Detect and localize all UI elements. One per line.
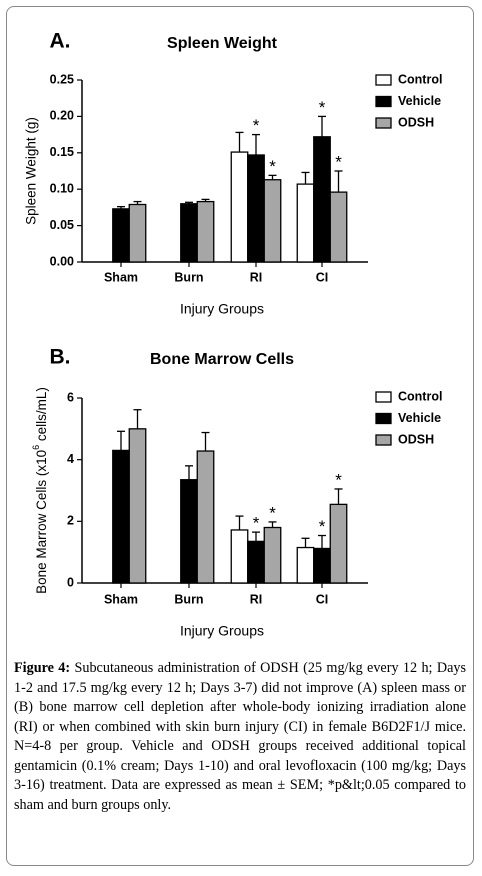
bar bbox=[230, 529, 249, 584]
legend-swatch bbox=[375, 434, 392, 446]
chart-title: Bone Marrow Cells bbox=[150, 351, 294, 368]
caption: Figure 4: Subcutaneous administration of… bbox=[14, 659, 466, 815]
bar bbox=[230, 151, 249, 263]
bar bbox=[112, 449, 130, 584]
y-axis-label-after: cells/mL) bbox=[34, 387, 49, 445]
bar bbox=[296, 183, 315, 263]
x-tick-label: Burn bbox=[174, 270, 203, 284]
bar bbox=[263, 179, 282, 263]
significance-marker: * bbox=[253, 514, 260, 533]
bar bbox=[247, 154, 265, 263]
legend-label: Vehicle bbox=[398, 411, 441, 425]
bar bbox=[313, 547, 331, 584]
significance-marker: * bbox=[269, 157, 276, 176]
legend-swatch bbox=[375, 391, 392, 403]
legend-label: Control bbox=[398, 72, 442, 86]
x-tick-label: Sham bbox=[104, 592, 138, 606]
figure: A. Spleen Weight Spleen Weight (g) Injury G… bbox=[24, 30, 443, 639]
legend-label: ODSH bbox=[398, 115, 434, 129]
x-axis-label: Injury Groups bbox=[180, 301, 264, 317]
bar bbox=[112, 208, 130, 263]
significance-marker: * bbox=[269, 503, 276, 522]
y-tick-label: 0.15 bbox=[50, 145, 74, 159]
significance-marker: * bbox=[335, 470, 342, 489]
x-tick-label: CI bbox=[316, 592, 329, 606]
y-tick-label: 0.20 bbox=[50, 109, 74, 123]
significance-marker: * bbox=[253, 116, 260, 135]
chart-title: Spleen Weight bbox=[167, 35, 278, 52]
significance-marker: * bbox=[335, 152, 342, 171]
legend-label: Control bbox=[398, 389, 442, 403]
x-tick-label: RI bbox=[250, 270, 263, 284]
y-axis-label: Spleen Weight (g) bbox=[24, 117, 39, 225]
y-tick-label: 2 bbox=[67, 514, 74, 528]
caption-text: Subcutaneous administration of ODSH (25 … bbox=[14, 660, 467, 813]
y-tick-label: 4 bbox=[67, 452, 74, 466]
x-tick-label: Burn bbox=[174, 592, 203, 606]
bar bbox=[263, 526, 282, 584]
bar bbox=[128, 428, 147, 584]
figure-frame bbox=[6, 6, 474, 866]
y-tick-label: 0 bbox=[67, 575, 74, 589]
legend-swatch bbox=[375, 95, 392, 108]
bar bbox=[313, 136, 331, 263]
bar bbox=[247, 540, 265, 584]
bar bbox=[329, 191, 348, 263]
legend-label: ODSH bbox=[398, 432, 434, 446]
y-tick-label: 0.25 bbox=[50, 72, 74, 86]
x-tick-label: RI bbox=[250, 592, 263, 606]
y-tick-label: 0.05 bbox=[50, 218, 74, 232]
y-axis-label-sup: 6 bbox=[31, 445, 41, 450]
legend-swatch bbox=[375, 74, 392, 86]
y-axis-label: Bone Marrow Cells (x106 cells/mL) bbox=[31, 387, 48, 594]
bar bbox=[180, 203, 198, 263]
bar bbox=[296, 546, 315, 584]
x-axis-label: Injury Groups bbox=[180, 623, 264, 639]
significance-marker: * bbox=[319, 98, 326, 117]
legend-swatch bbox=[375, 412, 392, 425]
y-tick-label: 6 bbox=[67, 390, 74, 404]
legend-label: Vehicle bbox=[398, 94, 441, 108]
significance-marker: * bbox=[319, 517, 326, 536]
y-tick-label: 0.10 bbox=[50, 181, 74, 195]
bar bbox=[196, 450, 215, 584]
bar bbox=[180, 479, 198, 584]
x-tick-label: CI bbox=[316, 270, 329, 284]
bar bbox=[128, 203, 147, 263]
y-axis-label-text: Bone Marrow Cells (x10 bbox=[34, 450, 49, 594]
panel-label: B. bbox=[50, 346, 71, 369]
caption-label: Figure 4: bbox=[14, 660, 71, 676]
x-tick-label: Sham bbox=[104, 270, 138, 284]
y-tick-label: 0.00 bbox=[50, 254, 74, 268]
panel-label: A. bbox=[50, 30, 71, 53]
bar bbox=[196, 200, 215, 263]
legend-swatch bbox=[375, 117, 392, 129]
bar bbox=[329, 503, 348, 584]
